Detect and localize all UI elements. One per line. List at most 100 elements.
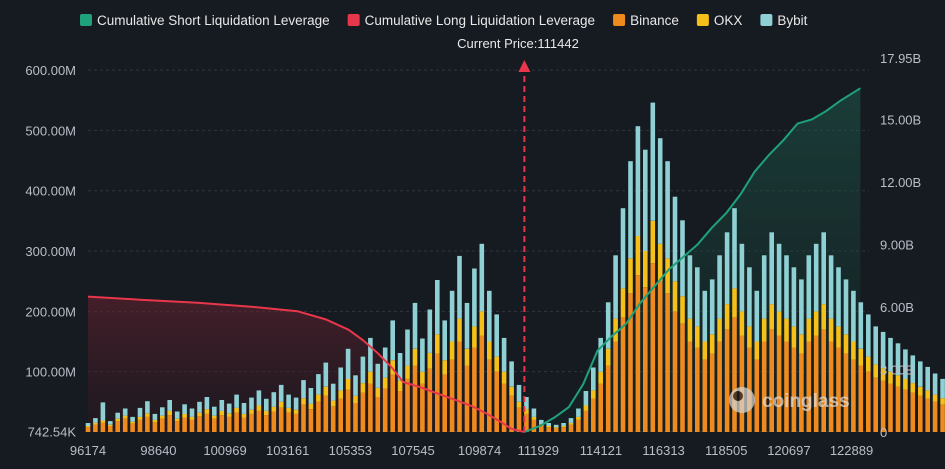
bar-binance [160, 418, 165, 432]
bar-okx [903, 378, 908, 390]
left-axis-tick: 500.00M [25, 123, 76, 138]
bar-binance [732, 317, 737, 432]
bar-bybit [435, 280, 440, 335]
bar-bybit [345, 348, 351, 379]
bar-okx [197, 412, 202, 417]
bar-bybit [197, 401, 202, 413]
bar-okx [360, 383, 366, 393]
bar-okx [509, 386, 514, 396]
bar-bybit [442, 320, 447, 361]
legend-swatch [696, 14, 709, 26]
legend-item-label[interactable]: OKX [714, 13, 743, 28]
bar-okx [487, 341, 492, 360]
x-axis-tick: 98640 [140, 443, 176, 458]
legend[interactable]: Cumulative Short Liquidation Leverage Cum… [80, 13, 808, 28]
bar-bybit [353, 375, 358, 396]
bar-okx [910, 383, 916, 393]
bar-bybit [709, 279, 715, 335]
x-axis-tick: 96174 [70, 443, 106, 458]
cumulative-lines [87, 87, 861, 433]
bar-binance [479, 335, 485, 432]
bar-okx [382, 377, 388, 389]
bar-binance [784, 341, 789, 432]
bar-binance [85, 427, 91, 432]
bar-okx [695, 326, 700, 348]
left-axis-tick: 200.00M [25, 304, 76, 319]
bar-binance [197, 416, 202, 432]
bar-binance [375, 397, 381, 432]
bar-bybit [702, 290, 708, 342]
bar-binance [501, 383, 507, 432]
bar-binance [174, 421, 180, 432]
bar-bybit [873, 326, 878, 365]
bar-binance [353, 403, 358, 432]
bar-binance [108, 426, 113, 432]
left-axis-tick: 400.00M [25, 184, 76, 199]
bar-bybit [130, 416, 135, 422]
bar-bybit [509, 361, 514, 387]
bar-okx [806, 318, 812, 342]
bar-binance [345, 389, 351, 432]
bar-okx [249, 409, 254, 414]
bar-bybit [806, 255, 812, 319]
bar-bybit [821, 232, 826, 305]
bar-binance [226, 416, 232, 432]
bar-okx [665, 258, 670, 294]
bar-binance [234, 412, 239, 432]
bar-okx [108, 424, 113, 426]
right-axis-tick: 0 [880, 425, 887, 440]
bar-bybit [412, 302, 418, 349]
legend-item-label[interactable]: Bybit [777, 13, 807, 28]
bar-okx [873, 364, 878, 378]
bar-okx [776, 311, 782, 336]
bar-bybit [316, 374, 321, 395]
bar-binance [204, 413, 210, 432]
bar-bybit [635, 126, 641, 236]
bar-okx [405, 365, 410, 379]
bar-okx [791, 326, 797, 348]
bar-bybit [620, 208, 626, 289]
bar-okx [643, 251, 648, 288]
bar-binance [264, 415, 269, 432]
bar-okx [732, 288, 737, 318]
legend-item-label[interactable]: Binance [630, 13, 679, 28]
watermark: coinglass [762, 391, 850, 412]
bar-okx [375, 388, 381, 397]
bar-okx [672, 281, 678, 312]
bar-binance [212, 418, 217, 432]
bar-okx [293, 409, 299, 414]
bar-bybit [776, 243, 782, 312]
bar-binance [405, 378, 410, 432]
bar-okx [754, 341, 760, 360]
bar-binance [487, 359, 492, 432]
legend-swatch [760, 14, 773, 26]
bar-bybit [160, 407, 165, 416]
bar-bybit [137, 407, 143, 417]
bar-bybit [226, 403, 232, 414]
bar-okx [717, 318, 722, 342]
bar-okx [813, 311, 819, 336]
bar-okx [464, 348, 470, 366]
bar-okx [598, 371, 603, 384]
bar-okx [568, 423, 574, 425]
bar-binance [278, 407, 284, 432]
bar-binance [397, 391, 403, 432]
left-axis-tick: 100.00M [25, 365, 76, 380]
bar-binance [836, 347, 841, 432]
bar-okx [932, 394, 938, 402]
bar-binance [598, 383, 603, 432]
bar-bybit [918, 361, 923, 387]
bar-okx [680, 296, 685, 324]
bar-okx [628, 258, 633, 294]
bar-bybit [108, 421, 113, 425]
bar-bybit [375, 363, 381, 388]
bar-bybit [338, 367, 343, 391]
bar-bybit [799, 279, 804, 335]
bar-okx [174, 418, 180, 422]
bar-okx [412, 348, 418, 366]
legend-item-label[interactable]: Cumulative Long Liquidation Leverage [365, 13, 595, 28]
coinglass-logo-icon [729, 387, 755, 413]
legend-item-label[interactable]: Cumulative Short Liquidation Leverage [97, 13, 330, 28]
bar-bybit [605, 302, 611, 349]
